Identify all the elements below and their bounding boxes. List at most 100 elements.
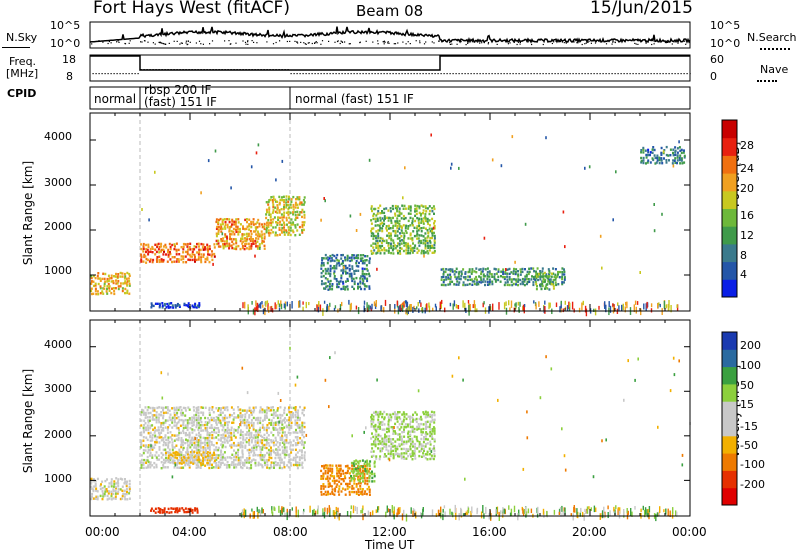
range-cell bbox=[111, 287, 113, 290]
range-cell bbox=[171, 260, 173, 264]
range-cell bbox=[279, 220, 281, 223]
range-cell bbox=[442, 270, 445, 273]
noise-search-point bbox=[256, 42, 258, 44]
range-cell bbox=[418, 454, 421, 458]
nave-point bbox=[107, 73, 109, 75]
range-cell bbox=[508, 278, 511, 281]
range-cell bbox=[195, 245, 198, 249]
range-scatter bbox=[160, 371, 163, 375]
range-cell bbox=[292, 444, 294, 447]
range-cell bbox=[234, 429, 237, 432]
range-scatter bbox=[432, 226, 435, 230]
range-cell bbox=[283, 451, 286, 454]
range-cell bbox=[267, 203, 270, 206]
range-cell bbox=[383, 247, 386, 250]
range-cell bbox=[679, 149, 682, 152]
range-speckle bbox=[549, 302, 551, 308]
range-speckle bbox=[659, 506, 661, 513]
range-cell bbox=[288, 456, 291, 459]
range-cell bbox=[124, 280, 127, 283]
range-cell bbox=[418, 445, 421, 448]
range-cell bbox=[263, 247, 266, 250]
range-cell bbox=[403, 234, 406, 238]
range-cell bbox=[155, 258, 158, 261]
range-cell bbox=[101, 290, 104, 293]
range-cell bbox=[266, 451, 269, 455]
range-cell bbox=[283, 223, 286, 226]
range-cell bbox=[366, 462, 369, 465]
nave-point bbox=[671, 73, 673, 75]
range-cell bbox=[248, 443, 251, 446]
range-cell bbox=[263, 227, 266, 231]
range-cell bbox=[150, 306, 153, 309]
range-cell bbox=[280, 208, 283, 211]
range-cell bbox=[210, 458, 213, 462]
range-cell bbox=[411, 246, 414, 250]
range-cell bbox=[196, 509, 199, 512]
range-cell bbox=[455, 283, 458, 286]
range-speckle bbox=[266, 300, 269, 305]
range-speckle bbox=[297, 509, 299, 518]
noise-search-point bbox=[275, 41, 277, 44]
range-cell bbox=[243, 462, 246, 465]
range-cell bbox=[373, 427, 376, 430]
range-cell bbox=[397, 214, 400, 217]
range-speckle bbox=[581, 302, 583, 311]
range-speckle bbox=[647, 509, 649, 513]
range-cell bbox=[349, 480, 352, 483]
noise-search-point bbox=[584, 43, 586, 45]
range-cell bbox=[647, 153, 649, 157]
range-speckle bbox=[444, 307, 446, 313]
range-cell bbox=[275, 221, 277, 224]
range-cell bbox=[95, 489, 98, 492]
nave-point bbox=[437, 73, 439, 75]
range-cell bbox=[246, 220, 248, 224]
noise-search-point bbox=[394, 43, 397, 45]
range-cell bbox=[513, 278, 515, 281]
range-cell bbox=[378, 249, 381, 252]
range-cell bbox=[535, 277, 538, 280]
range-cell bbox=[383, 445, 386, 448]
range-cell bbox=[162, 426, 165, 430]
range-cell bbox=[511, 283, 514, 287]
range-cell bbox=[173, 418, 176, 422]
range-cell bbox=[188, 431, 191, 435]
nave-point bbox=[320, 73, 322, 75]
range-cell bbox=[217, 239, 220, 242]
range-cell bbox=[261, 446, 264, 449]
range-cell bbox=[157, 248, 160, 251]
range-cell bbox=[277, 453, 279, 456]
range-cell bbox=[117, 490, 120, 494]
range-speckle bbox=[442, 513, 444, 521]
noise-search-point bbox=[684, 40, 686, 42]
range-cell bbox=[188, 466, 191, 469]
freq-left-tick-bottom: 8 bbox=[66, 70, 73, 83]
range-cell bbox=[376, 413, 379, 416]
range-cell bbox=[259, 451, 262, 454]
noise-search-point bbox=[272, 43, 275, 45]
range-cell bbox=[272, 218, 275, 221]
range-cell bbox=[192, 305, 195, 309]
range-cell bbox=[248, 426, 251, 429]
range-cell bbox=[407, 448, 410, 451]
range-cell bbox=[245, 411, 248, 414]
range-cell bbox=[232, 230, 235, 234]
range-cell bbox=[394, 224, 397, 227]
range-cell bbox=[267, 438, 270, 441]
range-cell bbox=[348, 275, 351, 278]
range-cell bbox=[561, 281, 564, 284]
range-cell bbox=[121, 489, 124, 492]
range-cell bbox=[204, 443, 207, 447]
range-cell bbox=[401, 231, 404, 235]
nave-point bbox=[485, 73, 487, 75]
range-cell bbox=[411, 454, 414, 457]
range-cell bbox=[464, 277, 467, 281]
noise-sky-legend-line bbox=[2, 47, 30, 48]
range-cell bbox=[342, 280, 344, 284]
range-cell bbox=[230, 233, 233, 236]
range-cell bbox=[140, 443, 143, 446]
range-cell bbox=[272, 203, 275, 206]
range-cell bbox=[409, 440, 412, 443]
range-cell bbox=[288, 206, 291, 209]
range-cell bbox=[252, 411, 255, 414]
